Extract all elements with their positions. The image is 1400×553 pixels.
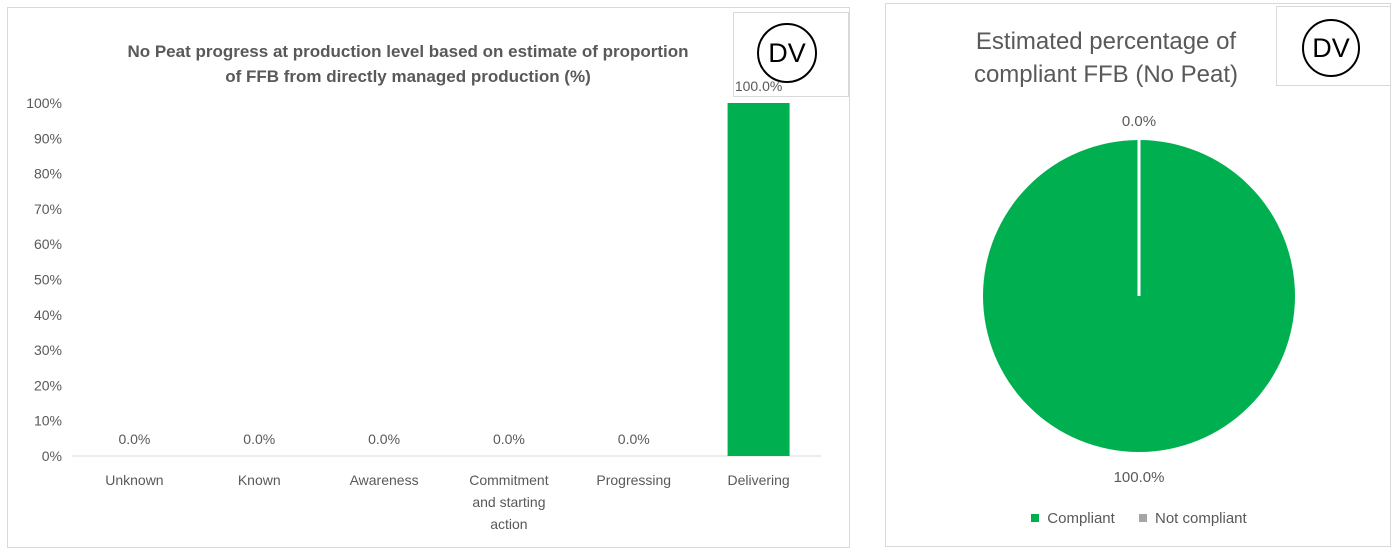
bar-data-label: 0.0% <box>118 431 150 447</box>
y-tick-label: 20% <box>34 377 62 393</box>
x-tick-label: action <box>490 516 527 532</box>
y-tick-label: 0% <box>42 448 62 464</box>
y-tick-label: 90% <box>34 130 62 146</box>
bar-data-label: 0.0% <box>243 431 275 447</box>
bar-data-label: 0.0% <box>493 431 525 447</box>
x-tick-label: Awareness <box>350 472 419 488</box>
legend-label-compliant: Compliant <box>1047 509 1115 527</box>
legend-item-compliant: Compliant <box>1031 510 1115 527</box>
legend-swatch-compliant <box>1031 514 1040 522</box>
y-tick-label: 40% <box>34 307 62 323</box>
pie-chart-title: Estimated percentage of compliant FFB (N… <box>956 25 1256 91</box>
y-tick-label: 10% <box>34 413 62 429</box>
y-tick-label: 100% <box>26 95 62 111</box>
pie-data-label: 100.0% <box>1114 469 1165 486</box>
bar-chart-panel: No Peat progress at production level bas… <box>7 7 850 548</box>
bar-chart-dv-badge-box: DV <box>733 12 849 97</box>
y-tick-label: 70% <box>34 201 62 217</box>
x-tick-label: Unknown <box>105 472 163 488</box>
legend-item-not-compliant: Not compliant <box>1138 509 1247 527</box>
x-tick-label: Known <box>238 472 281 488</box>
y-tick-label: 60% <box>34 236 62 252</box>
pie-chart-title-line-1: Estimated percentage of <box>975 28 1237 55</box>
x-tick-label: Delivering <box>727 472 789 488</box>
bar-chart-title-line-2: of FFB from directly managed production … <box>225 67 591 86</box>
bar-chart-title-line-1: No Peat progress at production level bas… <box>127 42 689 61</box>
pie-data-label: 0.0% <box>1122 113 1156 130</box>
legend-swatch-not-compliant <box>1138 514 1147 522</box>
y-tick-label: 80% <box>34 166 62 182</box>
x-tick-label: Commitment <box>469 472 548 488</box>
bar-data-label: 100.0% <box>735 78 782 94</box>
y-tick-label: 50% <box>34 272 62 288</box>
bar-chart-plot: 0% 10% 20% 30% 40% 50% 60% 70% 80% 90% 100% 0.0% Unk… <box>26 78 821 532</box>
pie-chart-title-line-2: compliant FFB (No Peat) <box>973 61 1239 88</box>
dv-badge: DV <box>1302 19 1360 77</box>
bar <box>727 103 790 456</box>
bar-chart-title: No Peat progress at production level bas… <box>68 39 748 89</box>
bar-data-label: 0.0% <box>618 431 650 447</box>
legend-label-not-compliant: Not compliant <box>1154 509 1247 527</box>
pie-chart-dv-badge-box: DV <box>1276 6 1391 86</box>
x-tick-label: Progressing <box>596 472 671 488</box>
dv-badge: DV <box>757 23 817 83</box>
pie-legend: Compliant Not compliant <box>886 509 1392 527</box>
y-tick-label: 30% <box>34 342 62 358</box>
x-tick-label: and starting <box>472 494 545 510</box>
bar-data-label: 0.0% <box>368 431 400 447</box>
pie-chart-plot: 100.0% 0.0% <box>983 113 1295 486</box>
pie-chart-panel: Estimated percentage of compliant FFB (N… <box>885 3 1391 547</box>
